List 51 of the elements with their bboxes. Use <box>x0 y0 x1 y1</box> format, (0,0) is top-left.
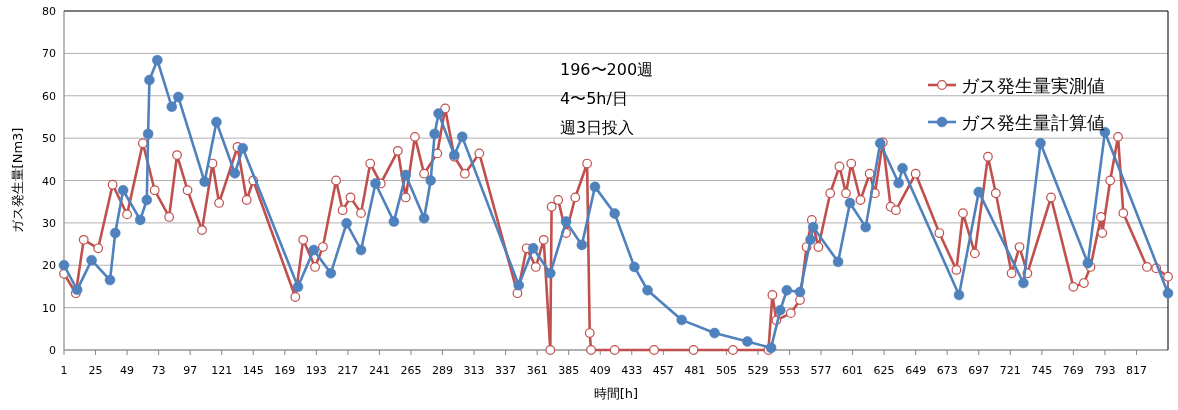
x-tick-label: 313 <box>463 364 485 377</box>
x-tick-label: 529 <box>747 364 769 377</box>
x-tick-label: 433 <box>621 364 643 377</box>
x-tick-label: 769 <box>1062 364 1084 377</box>
y-tick-label: 40 <box>42 174 56 188</box>
x-tick-label: 25 <box>88 364 103 377</box>
annotation: 4〜5h/日 <box>560 89 628 108</box>
y-tick-label: 30 <box>42 216 56 230</box>
x-tick-label: 625 <box>873 364 895 377</box>
y-axis-title: ガス発生量[Nm3] <box>10 127 25 234</box>
y-tick-label: 70 <box>42 47 56 61</box>
legend-label: ガス発生量計算値 <box>961 112 1105 133</box>
x-tick-label: 145 <box>242 364 264 377</box>
x-tick-label: 817 <box>1125 364 1147 377</box>
x-tick-label: 673 <box>936 364 958 377</box>
x-tick-label: 49 <box>120 364 135 377</box>
y-tick-label: 10 <box>42 301 56 315</box>
y-tick-label: 20 <box>42 259 56 273</box>
x-tick-label: 577 <box>810 364 832 377</box>
y-tick-label: 50 <box>42 132 56 146</box>
x-tick-label: 745 <box>1031 364 1053 377</box>
legend-label: ガス発生量実測値 <box>961 75 1105 96</box>
x-tick-label: 601 <box>842 364 864 377</box>
x-tick-label: 481 <box>684 364 706 377</box>
x-tick-label: 793 <box>1094 364 1116 377</box>
x-tick-label: 1 <box>60 364 68 377</box>
x-tick-label: 697 <box>968 364 990 377</box>
annotation: 196〜200週 <box>560 60 654 79</box>
x-tick-label: 553 <box>778 364 800 377</box>
annotation: 週3日投入 <box>560 118 635 137</box>
x-tick-label: 97 <box>183 364 198 377</box>
x-tick-label: 721 <box>999 364 1021 377</box>
x-tick-label: 217 <box>337 364 359 377</box>
x-tick-label: 337 <box>495 364 517 377</box>
x-tick-label: 193 <box>305 364 327 377</box>
x-tick-label: 505 <box>715 364 737 377</box>
x-tick-label: 457 <box>652 364 674 377</box>
x-tick-label: 265 <box>400 364 422 377</box>
x-tick-label: 385 <box>558 364 580 377</box>
x-tick-label: 289 <box>432 364 454 377</box>
x-tick-label: 121 <box>211 364 233 377</box>
x-tick-label: 361 <box>526 364 548 377</box>
x-tick-label: 73 <box>151 364 166 377</box>
x-tick-label: 169 <box>274 364 296 377</box>
x-tick-label: 241 <box>368 364 390 377</box>
x-tick-label: 409 <box>589 364 611 377</box>
y-tick-label: 60 <box>42 89 56 103</box>
x-axis-title: 時間[h] <box>593 386 639 401</box>
y-tick-label: 80 <box>42 5 56 18</box>
y-tick-label: 0 <box>49 344 56 357</box>
x-tick-label: 649 <box>905 364 927 377</box>
